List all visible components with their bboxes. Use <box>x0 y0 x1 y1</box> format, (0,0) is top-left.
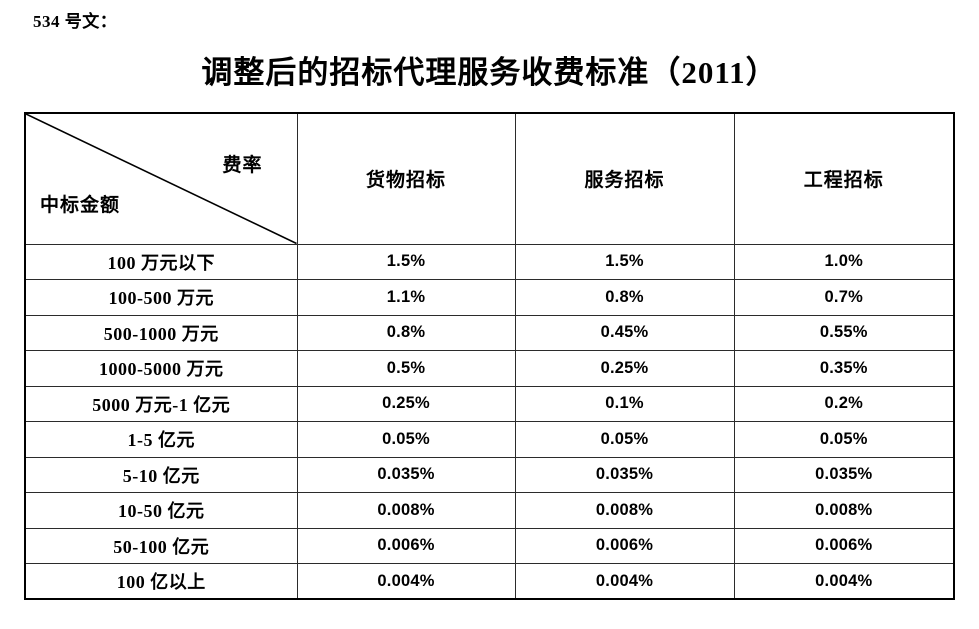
fee-cell: 1.1% <box>296 279 516 316</box>
fee-cell: 1.0% <box>733 243 955 280</box>
table-row: 50-100 亿元 0.006% 0.006% 0.006% <box>24 527 955 564</box>
fee-cell: 0.006% <box>296 527 516 564</box>
fee-cell: 0.035% <box>733 456 955 493</box>
column-header-services: 服务招标 <box>514 112 735 245</box>
fee-cell: 0.35% <box>733 350 955 387</box>
fee-cell: 0.035% <box>296 456 516 493</box>
corner-label-rate: 费率 <box>222 155 263 176</box>
table-row: 100 万元以下 1.5% 1.5% 1.0% <box>24 243 955 280</box>
table-row: 500-1000 万元 0.8% 0.45% 0.55% <box>24 314 955 351</box>
page-title: 调整后的招标代理服务收费标准（2011） <box>201 55 778 90</box>
fee-cell: 1.5% <box>296 243 516 280</box>
column-header-works: 工程招标 <box>733 112 955 245</box>
fee-cell: 0.8% <box>296 314 516 351</box>
fee-cell: 1.5% <box>514 243 735 280</box>
table-row: 1-5 亿元 0.05% 0.05% 0.05% <box>24 421 955 458</box>
corner-label-amount: 中标金额 <box>40 194 121 216</box>
fee-cell: 0.008% <box>514 492 735 529</box>
fee-cell: 0.05% <box>514 421 735 458</box>
row-label: 500-1000 万元 <box>24 314 298 351</box>
row-label: 5000 万元-1 亿元 <box>24 385 298 422</box>
corner-cell: 费率 中标金额 <box>24 112 298 245</box>
table-row: 5000 万元-1 亿元 0.25% 0.1% 0.2% <box>24 385 955 422</box>
row-label: 5-10 亿元 <box>24 456 298 493</box>
fee-cell: 0.004% <box>733 563 955 600</box>
fee-cell: 0.45% <box>514 314 735 351</box>
table-row: 5-10 亿元 0.035% 0.035% 0.035% <box>24 456 955 493</box>
fee-cell: 0.008% <box>733 492 955 529</box>
fee-cell: 0.006% <box>733 527 955 564</box>
row-label: 1-5 亿元 <box>24 421 298 458</box>
fee-cell: 0.7% <box>733 279 955 316</box>
row-label: 50-100 亿元 <box>24 527 298 564</box>
row-label: 10-50 亿元 <box>24 492 298 529</box>
fee-cell: 0.05% <box>296 421 516 458</box>
fee-cell: 0.006% <box>514 527 735 564</box>
fee-cell: 0.25% <box>296 385 516 422</box>
fee-cell: 0.2% <box>733 385 955 422</box>
table-row: 100 亿以上 0.004% 0.004% 0.004% <box>24 563 955 600</box>
row-label: 100 亿以上 <box>24 563 298 600</box>
row-label: 100 万元以下 <box>24 243 298 280</box>
table-row: 1000-5000 万元 0.5% 0.25% 0.35% <box>24 350 955 387</box>
fee-cell: 0.1% <box>514 385 735 422</box>
table-header-row: 费率 中标金额 货物招标 服务招标 工程招标 <box>24 112 955 245</box>
row-label: 1000-5000 万元 <box>24 350 298 387</box>
fee-cell: 0.008% <box>296 492 516 529</box>
fee-cell: 0.004% <box>296 563 516 600</box>
fee-cell: 0.05% <box>733 421 955 458</box>
fee-cell: 0.5% <box>296 350 516 387</box>
fee-rate-table: 费率 中标金额 货物招标 服务招标 工程招标 100 万元以下 1.5% 1.5… <box>24 112 955 600</box>
diagonal-line <box>26 114 297 244</box>
doc-ref: 534 号文： <box>33 12 118 31</box>
row-label: 100-500 万元 <box>24 279 298 316</box>
fee-cell: 0.004% <box>514 563 735 600</box>
table-row: 10-50 亿元 0.008% 0.008% 0.008% <box>24 492 955 529</box>
fee-cell: 0.25% <box>514 350 735 387</box>
fee-cell: 0.8% <box>514 279 735 316</box>
column-header-goods: 货物招标 <box>296 112 516 245</box>
table-row: 100-500 万元 1.1% 0.8% 0.7% <box>24 279 955 316</box>
fee-cell: 0.035% <box>514 456 735 493</box>
fee-cell: 0.55% <box>733 314 955 351</box>
